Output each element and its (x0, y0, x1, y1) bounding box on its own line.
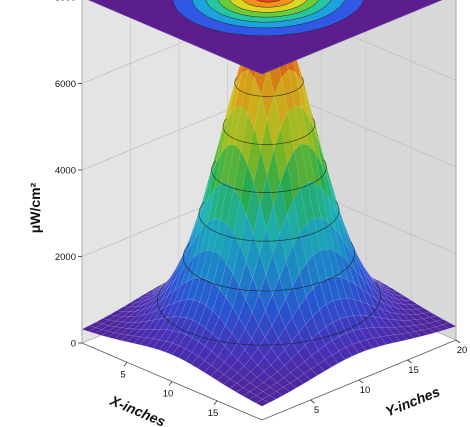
surface-patch (331, 350, 346, 364)
z-tick-label: 4000 (55, 166, 76, 177)
x-tick-label: 15 (208, 408, 219, 419)
z-tick-label: 6000 (55, 79, 76, 90)
x-tick (168, 381, 173, 386)
floor-grid (81, 339, 457, 421)
surface-patch (296, 373, 311, 384)
z-tick-label: 0 (71, 339, 76, 350)
y-tick-label: 15 (408, 365, 419, 376)
surface-patch (282, 382, 297, 392)
top-contour-plane (87, 0, 443, 75)
surface-contour-line (234, 76, 304, 97)
surface-patch (310, 364, 325, 376)
x-axis-label: X-inches (107, 392, 168, 427)
surface-contour-line (211, 159, 327, 193)
x-tick-label: 5 (120, 369, 125, 380)
z-tick-label: 8000 (55, 0, 76, 4)
x-tick (123, 362, 128, 367)
surface-patch (386, 334, 401, 343)
surface-patch (255, 399, 270, 407)
y-tick-label: 10 (360, 385, 371, 396)
x-tick-label: 10 (163, 389, 174, 400)
y-tick-label: 20 (457, 345, 468, 356)
surface-patch (289, 378, 304, 388)
surface-contour-line (222, 118, 316, 145)
y-tick (310, 399, 315, 404)
z-axis-label: μW/cm² (27, 182, 43, 233)
y-tick (358, 379, 364, 384)
y-axis-label: Y-inches (383, 383, 442, 419)
axis-ticks: 0 2000 4000 6000 8000 5 10 15 5 10 15 20 (55, 0, 467, 419)
surface-contour-line (182, 241, 356, 292)
surface-patch (366, 337, 381, 349)
floor-front-edge (81, 339, 457, 421)
surface-patch (276, 387, 291, 396)
surface-patch (379, 335, 394, 345)
y-tick (407, 359, 412, 364)
x-tick (213, 400, 218, 405)
surface-patch (352, 341, 367, 354)
y-tick (455, 339, 461, 344)
y-tick-label: 5 (314, 405, 319, 416)
surface-patch (345, 344, 360, 357)
top-contour-band (256, 0, 281, 3)
surface-contour-line (198, 201, 340, 242)
surface-patch (317, 359, 332, 372)
surface-patch (373, 336, 388, 347)
top-contour-band (242, 0, 295, 8)
top-plane-base (87, 0, 443, 75)
z-tick-label: 2000 (55, 252, 76, 263)
surface-contour-line (157, 281, 381, 346)
surface-patch (428, 326, 443, 333)
